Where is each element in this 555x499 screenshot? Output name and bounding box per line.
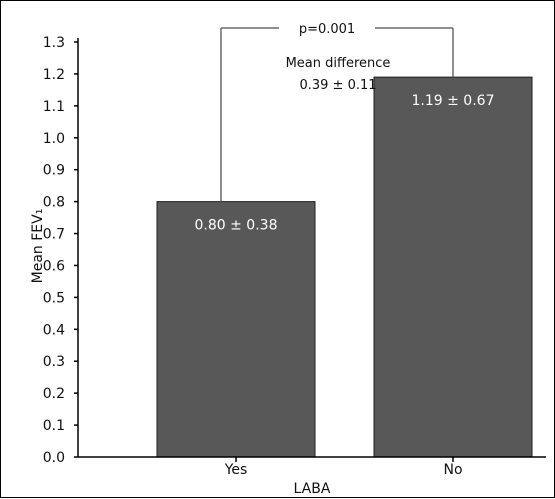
x-tick-label: Yes xyxy=(224,462,248,478)
mean-difference-value: 0.39 ± 0.11 xyxy=(299,78,376,93)
y-tick-label: 1.0 xyxy=(43,131,65,147)
bars-group: 0.80 ± 0.38 Yes 1.19 ± 0.67 No xyxy=(156,76,533,478)
bar-no xyxy=(373,76,533,458)
y-tick-label: 0.3 xyxy=(43,354,65,370)
bar-yes xyxy=(156,201,316,458)
x-tick-label: No xyxy=(443,462,462,478)
y-tick-label: 0.9 xyxy=(43,163,65,179)
y-tick-label: 1.1 xyxy=(43,99,65,115)
y-tick-label: 0.2 xyxy=(43,386,65,402)
y-axis-title: Mean FEV₁ xyxy=(30,209,46,284)
y-tick-label: 0.7 xyxy=(43,227,65,243)
y-tick-label: 1.3 xyxy=(43,35,65,51)
y-tick-label: 0.6 xyxy=(43,258,65,274)
y-axis-ticks: 0.0 0.1 0.2 0.3 0.4 0.5 0.6 0.7 0.8 0.9 1.0 1.1 1.2 1… xyxy=(43,35,78,466)
y-tick-label: 0.0 xyxy=(43,450,65,466)
significance-bracket xyxy=(220,27,454,202)
bar-value-label: 0.80 ± 0.38 xyxy=(195,218,278,234)
p-value-label: p=0.001 xyxy=(299,22,355,37)
y-tick-label: 0.4 xyxy=(43,322,65,338)
y-tick-label: 0.1 xyxy=(43,418,65,434)
y-tick-label: 1.2 xyxy=(43,67,65,83)
y-tick-label: 0.8 xyxy=(43,195,65,211)
x-axis-title: LABA xyxy=(294,481,331,497)
y-tick-label: 0.5 xyxy=(43,290,65,306)
bar-value-label: 1.19 ± 0.67 xyxy=(412,93,495,109)
mean-difference-label: Mean difference xyxy=(286,56,391,71)
